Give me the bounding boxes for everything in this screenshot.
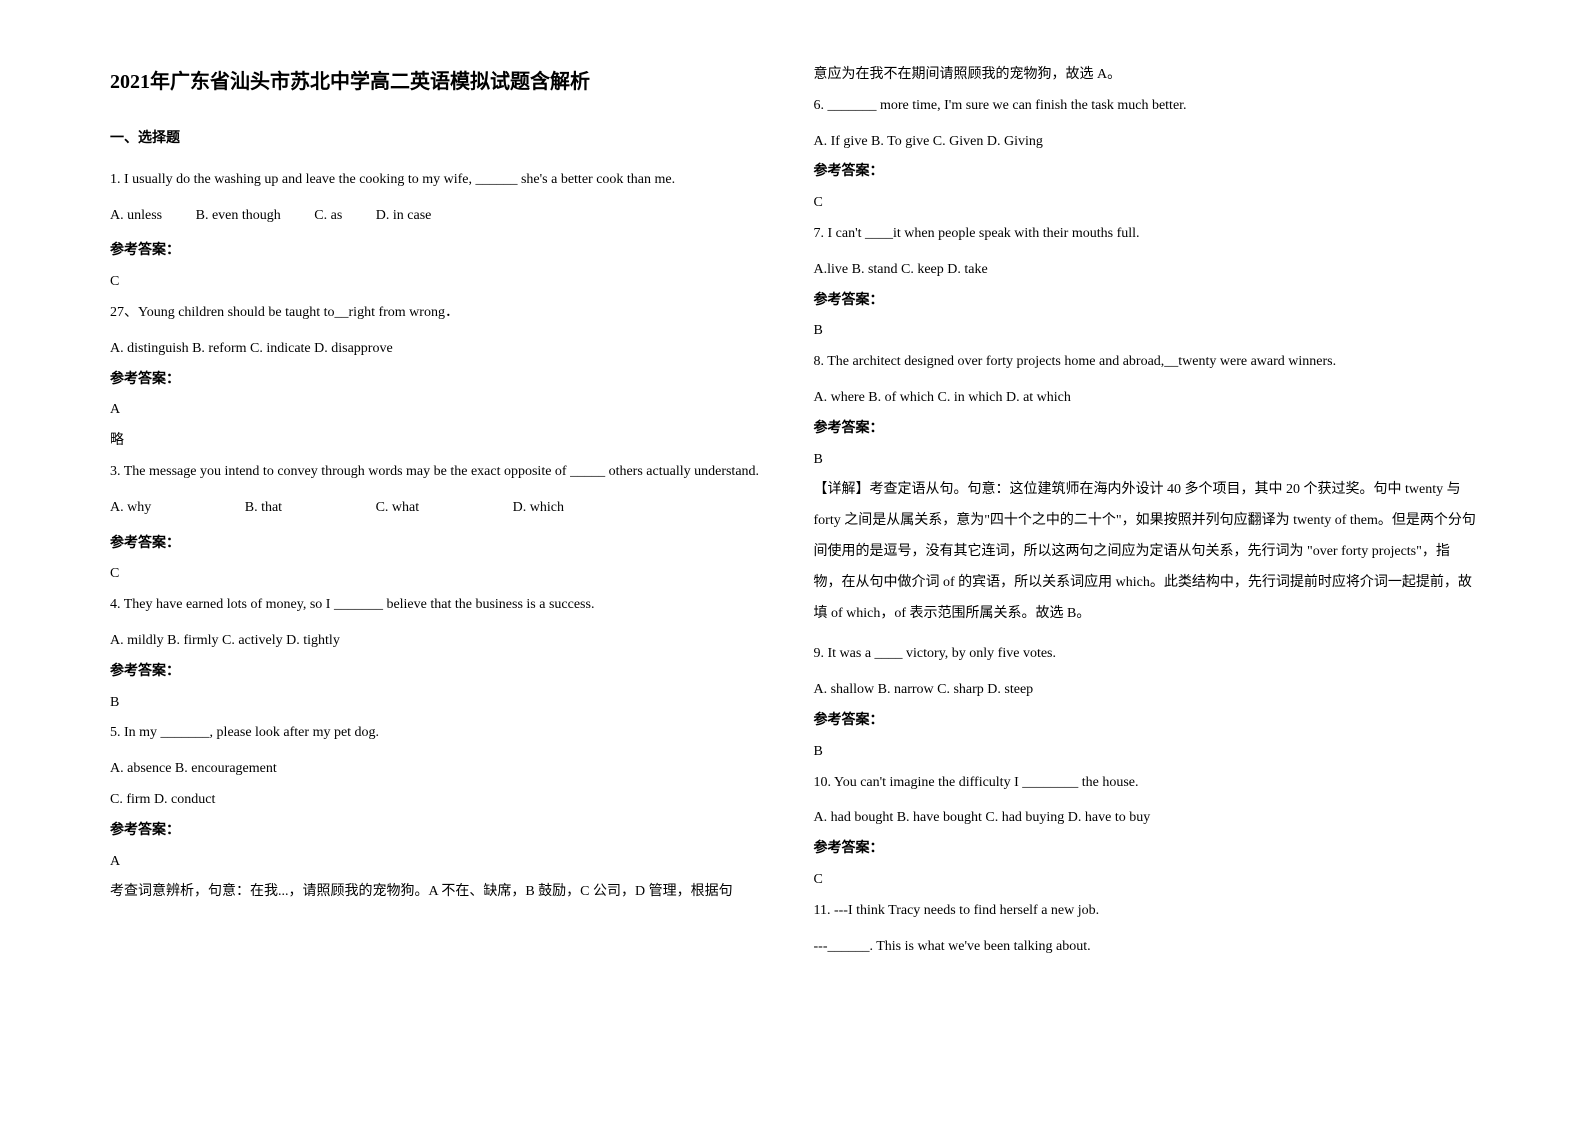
answer: C — [814, 865, 1478, 896]
question-10: 10. You can't imagine the difficulty I _… — [814, 768, 1478, 799]
question-3-options: A. why B. that C. what D. which — [110, 493, 774, 524]
question-11-line1: 11. ---I think Tracy needs to find herse… — [814, 896, 1478, 927]
answer: C — [814, 188, 1478, 219]
question-7: 7. I can't ____it when people speak with… — [814, 219, 1478, 250]
question-5: 5. In my _______, please look after my p… — [110, 718, 774, 749]
option: D. which — [513, 500, 564, 515]
question-5-options-b: C. firm D. conduct — [110, 785, 774, 816]
continuation-text: 意应为在我不在期间请照顾我的宠物狗，故选 A。 — [814, 60, 1478, 91]
answer-label: 参考答案： — [814, 834, 1478, 865]
question-9: 9. It was a ____ victory, by only five v… — [814, 639, 1478, 670]
explanation: 【详解】考查定语从句。句意：这位建筑师在海内外设计 40 多个项目，其中 20 … — [814, 475, 1478, 629]
question-11-line2: ---______. This is what we've been talki… — [814, 932, 1478, 963]
right-column: 意应为在我不在期间请照顾我的宠物狗，故选 A。 6. _______ more … — [794, 60, 1498, 1062]
answer: B — [814, 737, 1478, 768]
question-6-options: A. If give B. To give C. Given D. Giving — [814, 127, 1478, 158]
answer: B — [110, 688, 774, 719]
option: A. unless — [110, 208, 162, 223]
answer-label: 参考答案： — [110, 529, 774, 560]
question-1: 1. I usually do the washing up and leave… — [110, 165, 774, 196]
answer: B — [814, 445, 1478, 476]
question-10-options: A. had bought B. have bought C. had buyi… — [814, 803, 1478, 834]
answer-label: 参考答案： — [110, 657, 774, 688]
question-8: 8. The architect designed over forty pro… — [814, 347, 1478, 378]
question-4: 4. They have earned lots of money, so I … — [110, 590, 774, 621]
page-title: 2021年广东省汕头市苏北中学高二英语模拟试题含解析 — [110, 60, 774, 104]
question-4-options: A. mildly B. firmly C. actively D. tight… — [110, 626, 774, 657]
answer: A — [110, 395, 774, 426]
answer-label: 参考答案： — [110, 236, 774, 267]
note: 略 — [110, 426, 774, 457]
question-27-options: A. distinguish B. reform C. indicate D. … — [110, 334, 774, 365]
option: C. what — [376, 500, 420, 515]
question-1-options: A. unless B. even though C. as D. in cas… — [110, 201, 774, 232]
answer-label: 参考答案： — [814, 414, 1478, 445]
question-9-options: A. shallow B. narrow C. sharp D. steep — [814, 675, 1478, 706]
option: B. even though — [196, 208, 281, 223]
question-3: 3. The message you intend to convey thro… — [110, 457, 774, 488]
option: D. in case — [376, 208, 432, 223]
option: C. as — [314, 208, 342, 223]
answer-label: 参考答案： — [814, 157, 1478, 188]
answer: A — [110, 847, 774, 878]
left-column: 2021年广东省汕头市苏北中学高二英语模拟试题含解析 一、选择题 1. I us… — [90, 60, 794, 1062]
answer-label: 参考答案： — [814, 286, 1478, 317]
question-8-options: A. where B. of which C. in which D. at w… — [814, 383, 1478, 414]
question-5-options-a: A. absence B. encouragement — [110, 754, 774, 785]
answer: C — [110, 267, 774, 298]
explanation: 考查词意辨析，句意：在我...，请照顾我的宠物狗。A 不在、缺席，B 鼓励，C … — [110, 877, 774, 908]
answer: B — [814, 316, 1478, 347]
answer: C — [110, 559, 774, 590]
answer-label: 参考答案： — [110, 365, 774, 396]
answer-label: 参考答案： — [110, 816, 774, 847]
question-7-options: A.live B. stand C. keep D. take — [814, 255, 1478, 286]
answer-label: 参考答案： — [814, 706, 1478, 737]
question-6: 6. _______ more time, I'm sure we can fi… — [814, 91, 1478, 122]
option: B. that — [245, 500, 282, 515]
option: A. why — [110, 500, 151, 515]
question-27: 27、Young children should be taught to__r… — [110, 298, 774, 329]
section-header: 一、选择题 — [110, 124, 774, 155]
